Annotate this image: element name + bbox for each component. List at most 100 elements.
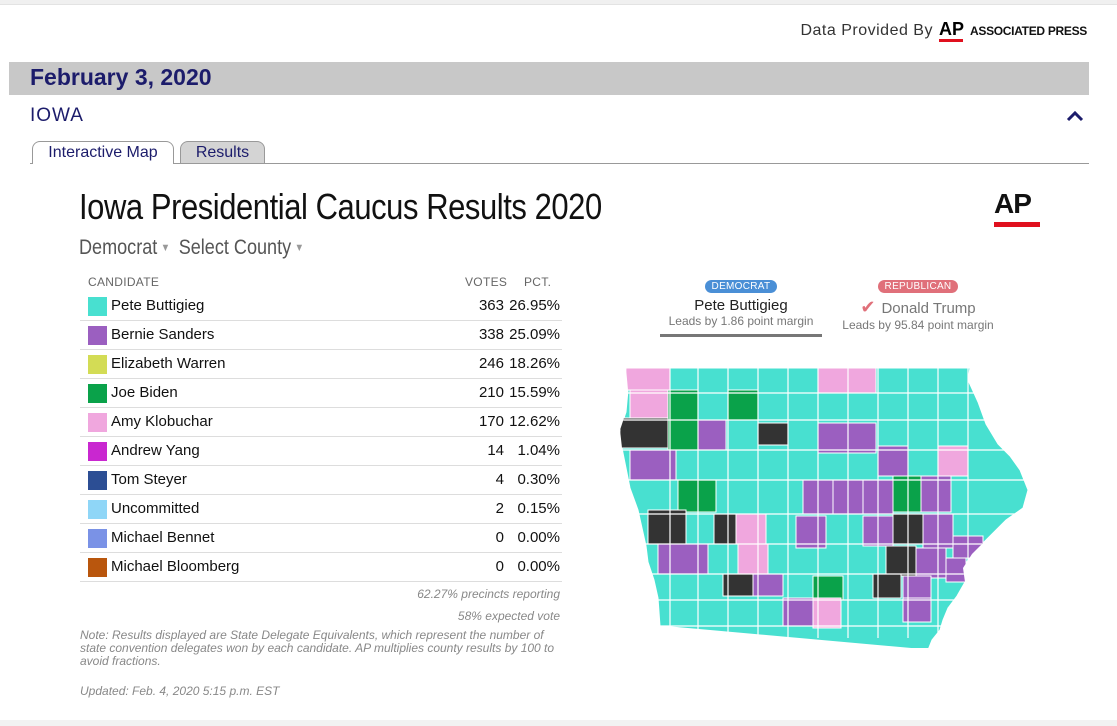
county-worth[interactable] — [817, 368, 849, 394]
candidate-pct: 0.30% — [517, 471, 560, 488]
county-lyon[interactable] — [625, 368, 671, 391]
candidate-color-swatch — [88, 500, 107, 519]
democrat-leader[interactable]: DEMOCRAT Pete Buttigieg Leads by 1.86 po… — [660, 276, 822, 337]
view-tabs: Interactive Map Results — [30, 141, 1089, 164]
filter-selectors: Democrat ▼ Select County ▼ — [79, 236, 304, 260]
state-heading: IOWA — [30, 105, 84, 126]
date-title: February 3, 2020 — [30, 64, 212, 90]
window-bottom-edge — [0, 720, 1117, 726]
chevron-up-icon[interactable] — [1063, 106, 1087, 126]
candidate-name: Elizabeth Warren — [111, 355, 226, 372]
updated-timestamp: Updated: Feb. 4, 2020 5:15 p.m. EST — [80, 684, 280, 698]
county-butler[interactable] — [847, 422, 877, 454]
candidate-votes: 4 — [495, 471, 504, 488]
candidate-name: Joe Biden — [111, 384, 178, 401]
county-select[interactable]: Select County ▼ — [179, 236, 304, 260]
checkmark-icon: ✔ — [860, 297, 876, 317]
county-jefferson[interactable] — [872, 573, 902, 599]
county-louisa[interactable] — [945, 557, 967, 583]
candidate-color-swatch — [88, 442, 107, 461]
candidate-color-swatch — [88, 297, 107, 316]
precincts-reporting: 62.27% precincts reporting — [417, 587, 560, 601]
iowa-county-map[interactable] — [618, 368, 1033, 648]
county-cherokee[interactable] — [667, 419, 699, 451]
county-jasper[interactable] — [795, 515, 827, 549]
candidate-votes: 14 — [487, 442, 504, 459]
candidate-color-swatch — [88, 529, 107, 548]
candidate-name: Michael Bennet — [111, 529, 215, 546]
county-appanoose[interactable] — [812, 597, 842, 629]
candidate-name: Amy Klobuchar — [111, 413, 213, 430]
results-table: CANDIDATE VOTES PCT. Pete Buttigieg 363 26… — [80, 272, 562, 582]
county-jones[interactable] — [920, 475, 952, 513]
candidate-color-swatch — [88, 326, 107, 345]
county-pottawattamie[interactable] — [657, 543, 709, 575]
candidate-votes: 363 — [478, 297, 504, 314]
county-henry[interactable] — [902, 575, 932, 599]
header-candidate: CANDIDATE — [88, 275, 160, 289]
candidate-name: Tom Steyer — [111, 471, 187, 488]
table-row: Bernie Sanders 338 25.09% — [80, 321, 562, 350]
county-pocahontas[interactable] — [757, 422, 789, 446]
county-lee[interactable] — [902, 597, 932, 623]
candidate-pct: 26.95% — [509, 297, 560, 314]
candidate-name: Michael Bloomberg — [111, 558, 240, 575]
county-linn[interactable] — [892, 475, 922, 513]
candidate-color-swatch — [88, 355, 107, 374]
county-madison[interactable] — [737, 543, 769, 575]
table-header: CANDIDATE VOTES PCT. — [80, 272, 562, 292]
county-mitchell[interactable] — [847, 368, 877, 394]
county-harrison[interactable] — [647, 509, 687, 545]
ap-logo-text: AP — [994, 188, 1032, 219]
leader-name-row: ✔ Donald Trump — [838, 297, 998, 318]
leader-name: Donald Trump — [881, 300, 976, 317]
candidate-votes: 2 — [495, 500, 504, 517]
candidate-votes: 210 — [478, 384, 504, 401]
candidate-color-swatch — [88, 471, 107, 490]
methodology-note: Note: Results displayed are State Delega… — [80, 628, 555, 668]
county-obrien[interactable] — [667, 389, 699, 421]
candidate-pct: 12.62% — [509, 413, 560, 430]
tab-results[interactable]: Results — [180, 141, 265, 163]
county-palo-alto[interactable] — [727, 389, 759, 421]
table-row: Michael Bennet 0 0.00% — [80, 524, 562, 553]
candidate-votes: 338 — [478, 326, 504, 343]
table-row: Tom Steyer 4 0.30% — [80, 466, 562, 495]
county-woodbury[interactable] — [620, 417, 669, 449]
republican-leader[interactable]: REPUBLICAN ✔ Donald Trump Leads by 95.84 … — [838, 276, 998, 332]
table-row: Pete Buttigieg 363 26.95% — [80, 292, 562, 321]
county-dallas[interactable] — [735, 513, 767, 545]
candidate-votes: 0 — [495, 558, 504, 575]
county-buena-vista[interactable] — [697, 419, 727, 451]
table-row: Joe Biden 210 15.59% — [80, 379, 562, 408]
data-provider: Data Provided By AP ASSOCIATED PRESS — [800, 20, 1087, 42]
candidate-pct: 25.09% — [509, 326, 560, 343]
provider-name: ASSOCIATED PRESS — [970, 24, 1087, 38]
candidate-name: Uncommitted — [111, 500, 200, 517]
caret-down-icon: ▼ — [294, 242, 304, 255]
candidate-color-swatch — [88, 413, 107, 432]
county-franklin[interactable] — [817, 422, 849, 454]
header-votes: VOTES — [465, 275, 508, 289]
leader-margin: Leads by 95.84 point margin — [842, 318, 994, 332]
county-guthrie[interactable] — [713, 513, 737, 545]
county-monona[interactable] — [629, 449, 677, 481]
table-row: Uncommitted 2 0.15% — [80, 495, 562, 524]
candidate-votes: 246 — [478, 355, 504, 372]
party-select[interactable]: Democrat ▼ — [79, 236, 170, 260]
ap-logo-underline — [994, 222, 1040, 227]
caret-down-icon: ▼ — [160, 242, 171, 255]
county-carroll[interactable] — [677, 479, 717, 513]
tab-interactive-map[interactable]: Interactive Map — [32, 141, 174, 164]
county-select-value: Select County — [178, 236, 292, 259]
candidate-name: Pete Buttigieg — [111, 297, 205, 314]
expected-vote: 58% expected vote — [457, 609, 560, 623]
provider-label: Data Provided By — [800, 22, 933, 39]
window-top-edge — [0, 0, 1117, 5]
county-washington[interactable] — [885, 545, 917, 577]
table-row: Amy Klobuchar 170 12.62% — [80, 408, 562, 437]
county-plymouth-area[interactable] — [629, 389, 669, 421]
candidate-name: Andrew Yang — [111, 442, 200, 459]
ap-logo-underline — [939, 39, 964, 42]
candidate-color-swatch — [88, 558, 107, 577]
